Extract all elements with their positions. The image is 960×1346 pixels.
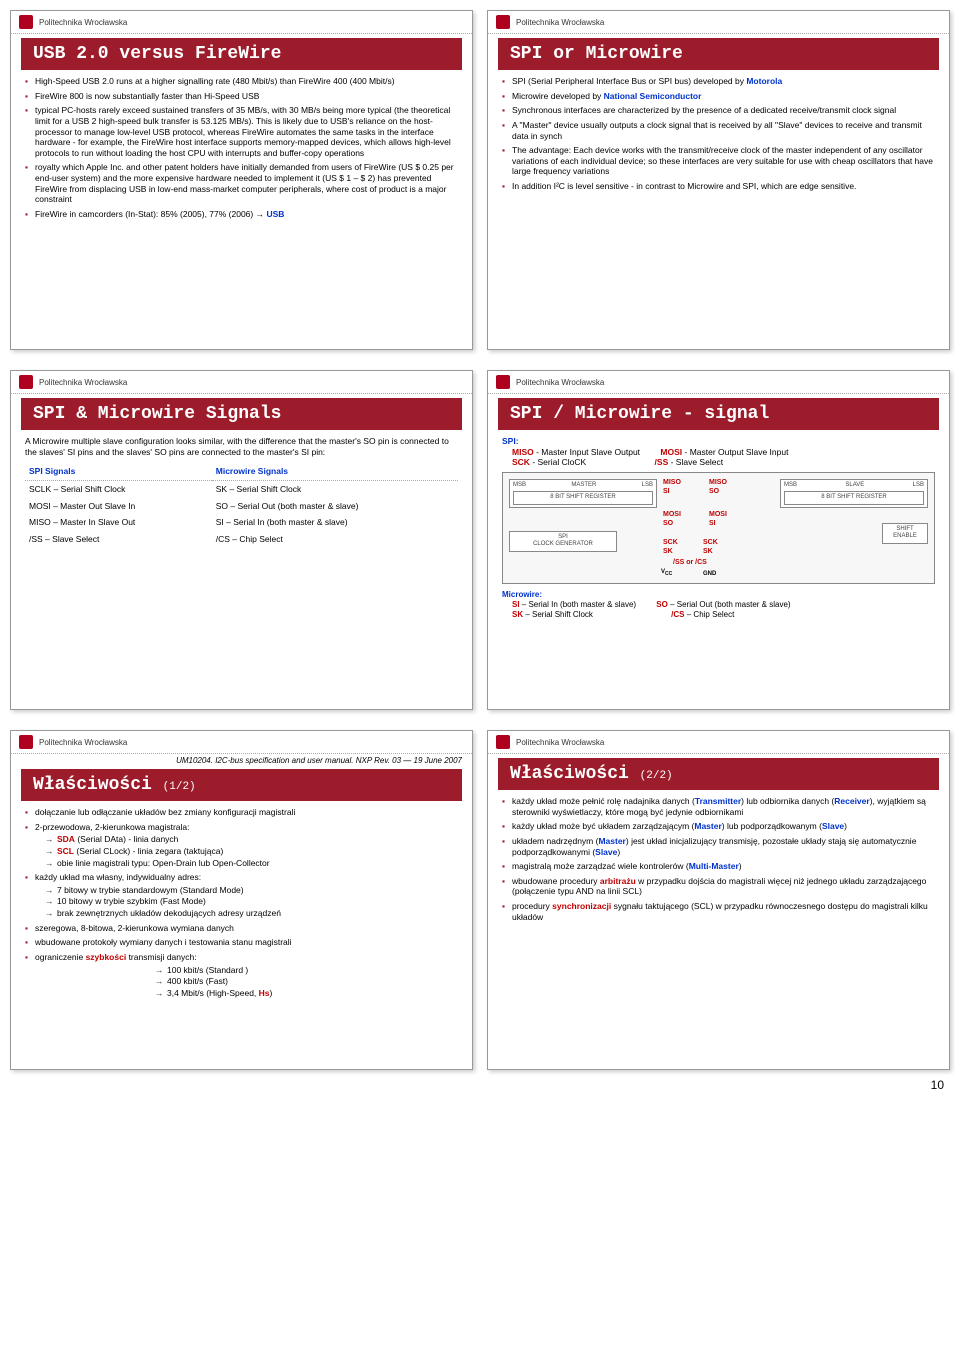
slide-title: SPI or Microwire [498,38,939,70]
cell: SI – Serial In (both master & slave) [212,514,458,531]
cell: /CS – Chip Select [212,531,458,548]
cell: SCLK – Serial Shift Clock [25,480,212,497]
slide-title: USB 2.0 versus FireWire [21,38,462,70]
bullet: szeregowa, 8-bitowa, 2-kierunkowa wymian… [25,923,458,934]
bullet: procedury synchronizacji sygnału taktują… [502,901,935,922]
reference: UM10204. I2C-bus specification and user … [11,754,472,765]
slide-2: Politechnika Wrocławska SPI or Microwire… [487,10,950,350]
bullet: A "Master" device usually outputs a cloc… [502,120,935,141]
slide-6: Politechnika Wrocławska Właściwości (2/2… [487,730,950,1070]
spi-diagram: MSB MASTER LSB 8 BIT SHIFT REGISTER MSB … [502,472,935,584]
slide-3: Politechnika Wrocławska SPI & Microwire … [10,370,473,710]
bullet: ograniczenie szybkości transmisji danych… [25,952,458,999]
bullet: SPI (Serial Peripheral Interface Bus or … [502,76,935,87]
sub-bullet: 3,4 Mbit/s (High-Speed, Hs) [155,988,458,999]
sub-bullet: 7 bitowy w trybie standardowym (Standard… [45,885,458,896]
sub-bullet: 100 kbit/s (Standard ) [155,965,458,976]
slide-title: Właściwości (2/2) [498,758,939,790]
bullet: typical PC-hosts rarely exceed sustained… [25,105,458,158]
bullet: wbudowane procedury arbitrażu w przypadk… [502,876,935,897]
usb-link: USB [266,209,284,219]
sub-bullet: brak zewnętrznych układów dekodujących a… [45,908,458,919]
bullet: magistralą może zarządzać wiele kontrole… [502,861,935,872]
logo-icon [19,375,33,389]
slide-title: SPI & Microwire Signals [21,398,462,430]
bullet: royalty which Apple Inc. and other paten… [25,162,458,205]
bullet: każdy układ może pełnić rolę nadajnika d… [502,796,935,817]
cell: MOSI – Master Out Slave In [25,498,212,515]
cell: SK – Serial Shift Clock [212,480,458,497]
sub-bullet: SDA (Serial DAta) - linia danych [45,834,458,845]
cell: SO – Serial Out (both master & slave) [212,498,458,515]
page-number: 10 [10,1078,950,1092]
logo-icon [496,735,510,749]
bullet: Microwire developed by National Semicond… [502,91,935,102]
slide-1: Politechnika Wrocławska USB 2.0 versus F… [10,10,473,350]
cell: /SS – Slave Select [25,531,212,548]
bullet: każdy układ może być układem zarządzając… [502,821,935,832]
col-header: SPI Signals [25,463,212,480]
slide-grid: Politechnika Wrocławska USB 2.0 versus F… [10,10,950,1070]
cell: MISO – Master In Slave Out [25,514,212,531]
sub-bullet: 10 bitowy w trybie szybkim (Fast Mode) [45,896,458,907]
sub-bullet: SCL (Serial CLock) - linia zegara (taktu… [45,846,458,857]
bullet: każdy układ ma własny, indywidualny adre… [25,872,458,919]
bullet: FireWire in camcorders (In-Stat): 85% (2… [25,209,458,220]
logo-icon [496,15,510,29]
slide-4: Politechnika Wrocławska SPI / Microwire … [487,370,950,710]
bullet: In addition I²C is level sensitive - in … [502,181,935,192]
slide-title: Właściwości (1/2) [21,769,462,801]
uni-name: Politechnika Wrocławska [39,18,127,27]
bullet: FireWire 800 is now substantially faster… [25,91,458,102]
intro-text: A Microwire multiple slave configuration… [25,436,458,457]
slide-title: SPI / Microwire - signal [498,398,939,430]
bullet: Synchronous interfaces are characterized… [502,105,935,116]
bullet: dołączanie lub odłączanie układów bez zm… [25,807,458,818]
logo-icon [496,375,510,389]
bullet: High-Speed USB 2.0 runs at a higher sign… [25,76,458,87]
sub-bullet: obie linie magistrali typu: Open-Drain l… [45,858,458,869]
bullet: 2-przewodowa, 2-kierunkowa magistrala: S… [25,822,458,869]
signals-table: SPI Signals Microwire Signals SCLK – Ser… [25,463,458,547]
bullet: układem nadrzędnym (Master) jest układ i… [502,836,935,857]
logo-icon [19,15,33,29]
microwire-section: Microwire: SI – Serial In (both master &… [502,590,935,620]
slide-5: Politechnika Wrocławska UM10204. I2C-bus… [10,730,473,1070]
logo-icon [19,735,33,749]
header: Politechnika Wrocławska [11,11,472,34]
bullet: wbudowane protokoły wymiany danych i tes… [25,937,458,948]
bullet: The advantage: Each device works with th… [502,145,935,177]
col-header: Microwire Signals [212,463,458,480]
spi-section: SPI: MISO - Master Input Slave Output MO… [502,436,935,468]
sub-bullet: 400 kbit/s (Fast) [155,976,458,987]
slide-body: High-Speed USB 2.0 runs at a higher sign… [11,76,472,234]
